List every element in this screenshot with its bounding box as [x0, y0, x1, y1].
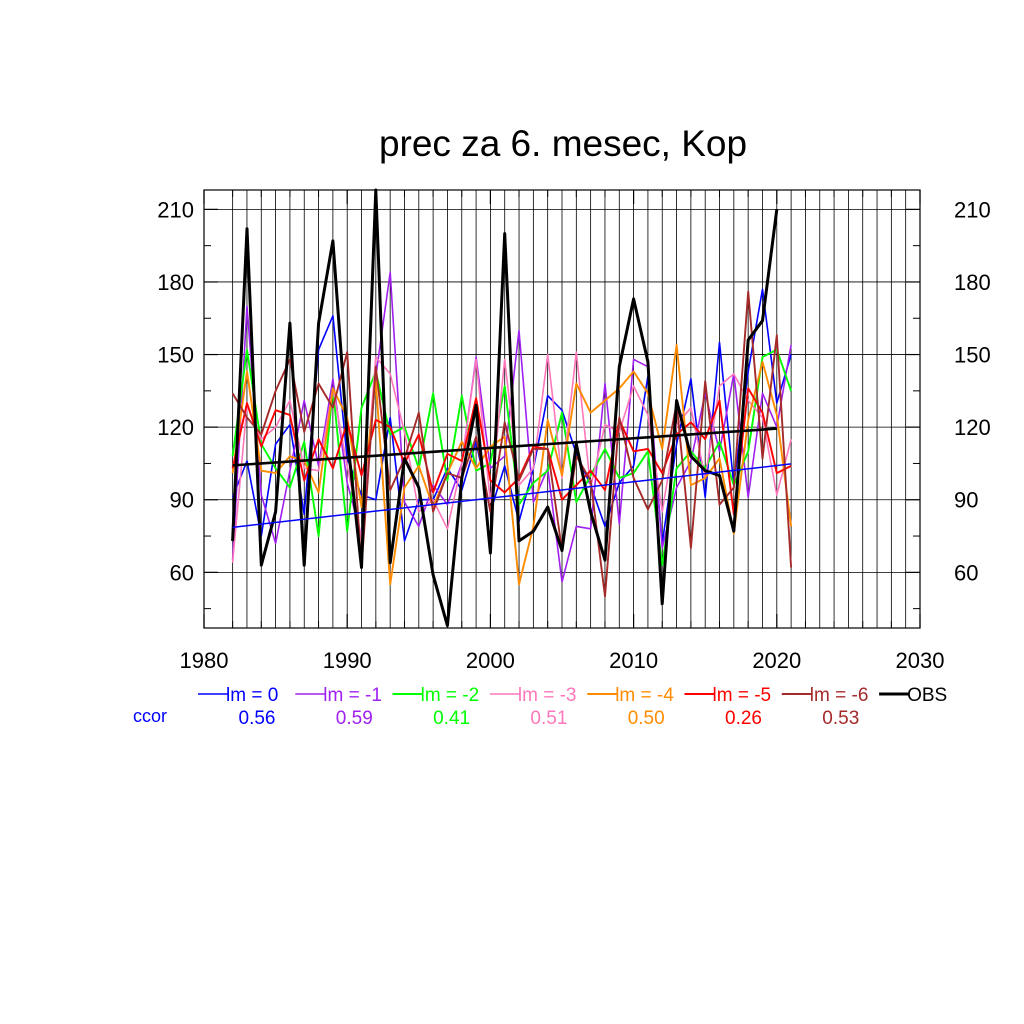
legend-label: lm = -4 [615, 685, 674, 706]
y-tick-label-left: 150 [157, 343, 194, 368]
plot-frame [203, 189, 921, 629]
legend-label: lm = -6 [810, 685, 869, 706]
y-tick-label-right: 120 [954, 415, 991, 440]
plot-area: 1980 1990 2000 2010 2020 2030 60 60 90 90 120 120 15… [157, 188, 991, 673]
legend-ccor-value: 0.56 [239, 708, 276, 729]
series-line [231, 351, 792, 563]
x-tick-label: 1990 [323, 648, 372, 673]
legend-label: OBS [907, 685, 947, 706]
y-tick-label-left: 210 [157, 197, 194, 222]
legend-ccor-value: 0.51 [530, 708, 567, 729]
y-tick-label-right: 180 [954, 270, 991, 295]
y-tick-label-right: 60 [954, 560, 978, 585]
series-line [231, 188, 779, 628]
series-line [231, 343, 793, 586]
legend-ccor-value: 0.59 [336, 708, 373, 729]
y-tick-label-left: 120 [157, 415, 194, 440]
ccor-label: ccor [133, 706, 167, 726]
y-tick-label-left: 180 [157, 270, 194, 295]
legend-ccor-value: 0.50 [628, 708, 665, 729]
x-tick-label: 2000 [466, 648, 515, 673]
x-tick-label: 1980 [180, 648, 229, 673]
y-tick-label-right: 150 [954, 343, 991, 368]
legend-label: lm = -5 [713, 685, 772, 706]
legend-ccor-value: 0.53 [822, 708, 859, 729]
trend-line [232, 463, 792, 529]
legend-label: lm = 0 [226, 685, 278, 706]
y-tick-label-left: 60 [170, 560, 194, 585]
y-tick-label-left: 90 [170, 488, 194, 513]
x-tick-label: 2010 [609, 648, 658, 673]
legend-label: lm = -1 [323, 685, 382, 706]
y-tick-label-right: 90 [954, 488, 978, 513]
trend-line [232, 427, 777, 467]
series-line [231, 288, 792, 545]
legend-ccor-value: 0.26 [725, 708, 762, 729]
series-line [231, 387, 792, 516]
legend-ccor-value: 0.41 [433, 708, 470, 729]
legend-label: lm = -2 [421, 685, 480, 706]
y-tick-label-right: 210 [954, 197, 991, 222]
chart-title: prec za 6. mesec, Kop [379, 123, 747, 164]
legend-label: lm = -3 [518, 685, 577, 706]
x-tick-label: 2030 [896, 648, 945, 673]
x-tick-label: 2020 [752, 648, 801, 673]
